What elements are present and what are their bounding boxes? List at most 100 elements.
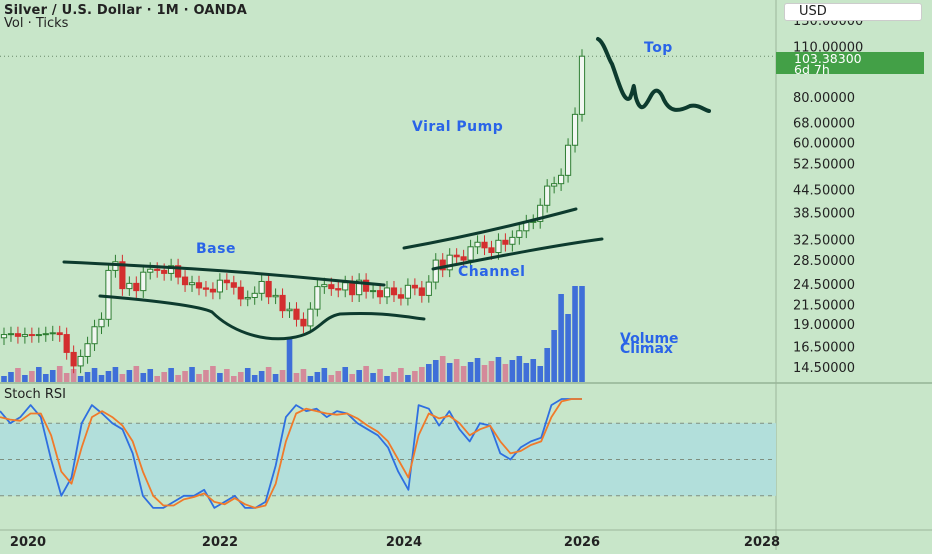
top-scribble <box>596 37 711 113</box>
candle-body <box>230 282 237 288</box>
candle-body <box>307 308 314 327</box>
price-tick-label: 14.50000 <box>793 361 855 376</box>
volume-bar <box>56 366 63 382</box>
candle-body <box>265 280 272 298</box>
volume-bar <box>210 366 216 382</box>
price-tick-label: 110.00000 <box>793 40 863 55</box>
candle-body <box>279 294 286 312</box>
volume-bar <box>286 338 293 382</box>
candle-body <box>564 144 572 176</box>
candle-body <box>439 259 446 271</box>
volume-bar <box>530 359 537 382</box>
candle-body <box>140 271 147 292</box>
candle-body <box>537 204 544 222</box>
volume-bar <box>42 374 49 382</box>
volume-bar <box>272 374 279 382</box>
volume-bar <box>481 365 488 382</box>
candle-body <box>411 284 418 289</box>
candle-body <box>460 256 467 261</box>
volume-bar <box>565 314 571 382</box>
candle-body <box>147 268 154 273</box>
volume-bar <box>203 370 209 382</box>
candle-body <box>335 288 342 291</box>
candle-body <box>481 241 488 249</box>
price-tick-label: 16.50000 <box>793 341 855 356</box>
candle-body <box>42 333 49 336</box>
currency-selector[interactable]: USD <box>784 3 922 21</box>
volume-bar <box>15 368 21 382</box>
candle-body <box>356 279 363 296</box>
volume-bar <box>509 360 516 382</box>
volume-bar <box>384 376 390 382</box>
candle-body <box>474 241 481 248</box>
stoch-d-line <box>0 398 582 509</box>
volume-bar <box>300 369 307 382</box>
volume-bar <box>265 367 272 382</box>
candle-body <box>432 259 439 283</box>
volume-bar <box>558 294 564 382</box>
candle-body <box>202 287 210 290</box>
volume-bar <box>419 367 425 382</box>
volume-bar <box>217 373 223 382</box>
candle-body <box>516 230 523 238</box>
price-tick-label: 60.00000 <box>793 136 855 151</box>
bar-countdown: 6d 7h <box>794 62 830 77</box>
price-tick-label: 44.50000 <box>793 184 855 199</box>
volume-bar <box>391 372 397 382</box>
volume-bar <box>258 371 265 382</box>
volume-bar <box>175 375 181 382</box>
volume-bar <box>189 367 195 382</box>
candle-body <box>425 281 432 296</box>
base-upper-line <box>62 260 386 287</box>
candle-body <box>91 326 98 345</box>
price-tick-label: 38.50000 <box>793 207 855 222</box>
volume-bar <box>112 367 119 382</box>
candle-body <box>342 282 349 291</box>
candle-body <box>21 334 28 337</box>
candle-body <box>244 296 251 300</box>
volume-bar <box>432 360 439 382</box>
base-lower-line <box>98 294 426 341</box>
candle-body <box>56 332 63 336</box>
volume-bar <box>363 366 369 382</box>
volume-bar <box>572 286 578 382</box>
candle-body <box>209 288 217 293</box>
candle-body <box>0 334 8 339</box>
candle-body <box>397 294 405 299</box>
time-tick-label: 2024 <box>386 535 422 550</box>
volume-bar <box>49 370 56 382</box>
volume-bar <box>63 373 70 382</box>
candle-body <box>363 279 370 292</box>
last-price-tag: 103.38300 6d 7h <box>776 52 924 77</box>
volume-bar <box>377 369 383 382</box>
candle-body <box>237 286 244 300</box>
volume-bar <box>279 370 286 382</box>
candle-body <box>77 355 84 367</box>
candle-body <box>161 269 168 274</box>
candle-body <box>251 292 258 298</box>
volume-bar <box>293 373 300 382</box>
volume-bar <box>70 369 77 382</box>
candle-body <box>502 239 509 245</box>
volume-bar <box>196 374 202 382</box>
candle-body <box>369 290 377 293</box>
candle-body <box>390 287 398 296</box>
candle-body <box>223 279 230 284</box>
volume-bar <box>119 374 126 382</box>
candle-body <box>126 282 133 290</box>
candle-body <box>7 333 15 336</box>
candle-body <box>188 282 196 286</box>
volume-bar <box>237 372 244 382</box>
candle-body <box>453 254 460 258</box>
candle-body <box>35 334 42 337</box>
channel-lower-line <box>431 237 604 271</box>
volume-bar <box>105 371 112 382</box>
volume-bar <box>251 375 258 382</box>
stoch-k-line <box>0 398 582 509</box>
time-tick-label: 2028 <box>744 535 780 550</box>
volume-bar <box>84 372 91 382</box>
annotation-label: Top <box>644 40 673 56</box>
candle-body <box>321 284 328 288</box>
